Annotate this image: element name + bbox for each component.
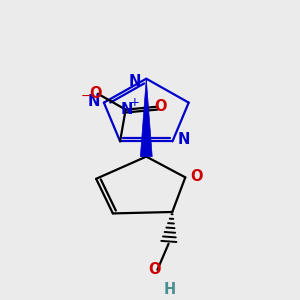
Text: N: N	[120, 102, 133, 117]
Polygon shape	[140, 79, 152, 157]
Text: O: O	[154, 99, 167, 114]
Text: +: +	[130, 96, 140, 109]
Text: N: N	[177, 132, 190, 147]
Text: O: O	[148, 262, 161, 277]
Text: O: O	[190, 169, 203, 184]
Text: −: −	[81, 89, 91, 103]
Text: H: H	[163, 282, 176, 297]
Text: N: N	[87, 94, 100, 109]
Text: N: N	[129, 74, 141, 88]
Text: O: O	[89, 86, 102, 101]
